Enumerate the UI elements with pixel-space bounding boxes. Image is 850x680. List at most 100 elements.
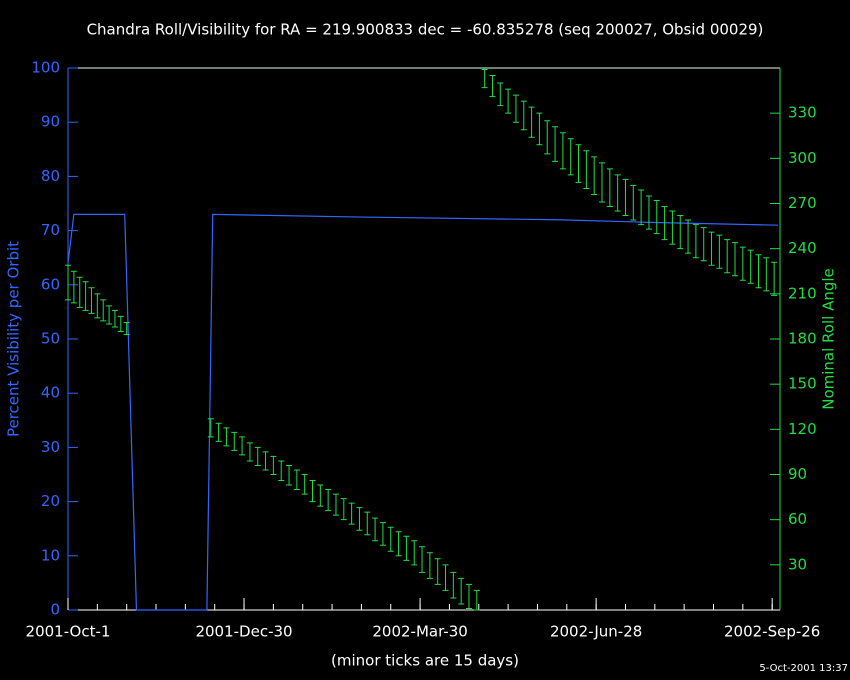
roll-range-bar (111, 309, 118, 328)
roll-range-bar (458, 577, 465, 605)
roll-range-bar (575, 144, 582, 183)
x-tick-label: 2001-Dec-30 (195, 623, 292, 641)
roll-range-bar (106, 305, 113, 325)
y2-tick-label: 270 (788, 194, 817, 212)
y2-tick-label: 180 (788, 330, 817, 348)
roll-range-bar (606, 168, 613, 208)
roll-range-bar (293, 469, 300, 491)
roll-range-bar (528, 106, 535, 138)
chart-title: Chandra Roll/Visibility for RA = 219.900… (87, 21, 764, 39)
roll-range-bar (317, 484, 324, 507)
roll-range-bar (724, 239, 731, 274)
roll-range-bar (364, 511, 371, 536)
roll-range-bar (473, 589, 480, 611)
roll-range-bar (552, 126, 559, 162)
roll-range-bar (677, 215, 684, 250)
y2-tick-label: 210 (788, 284, 817, 302)
roll-range-bar (207, 418, 214, 438)
y2-tick-label: 330 (788, 104, 817, 122)
roll-range-bar (505, 88, 512, 114)
roll-range-bar (591, 156, 598, 195)
roll-range-bar (117, 315, 124, 332)
roll-range-bar (489, 75, 496, 98)
roll-range-bar (325, 489, 332, 512)
roll-range-bar (94, 293, 101, 319)
roll-range-bar (653, 199, 660, 235)
y-tick-label: 20 (41, 492, 60, 510)
roll-range-bar (638, 189, 645, 226)
roll-range-bar (426, 552, 433, 579)
roll-range-bar (309, 480, 316, 503)
roll-range-bar (771, 261, 778, 296)
timestamp: 5-Oct-2001 13:37 (759, 663, 848, 674)
x-tick-label: 2002-Sep-26 (724, 623, 820, 641)
roll-range-bar (262, 451, 269, 471)
roll-range-bar (614, 174, 621, 212)
roll-range-bar (465, 583, 472, 609)
roll-range-bar (223, 427, 230, 447)
roll-range-bar (239, 436, 246, 456)
roll-range-bar (254, 446, 261, 466)
roll-range-bar (387, 526, 394, 552)
roll-range-bar (599, 162, 605, 203)
y-tick-label: 100 (31, 59, 60, 77)
y2-tick-label: 300 (788, 149, 817, 167)
roll-range-bar (270, 455, 277, 475)
roll-range-bar (512, 94, 519, 123)
x-tick-label: 2002-Mar-30 (372, 623, 467, 641)
roll-range-bar (583, 150, 590, 189)
roll-range-bar (497, 82, 504, 107)
y-tick-label: 30 (41, 438, 60, 456)
y-axis-label: Percent Visibility per Orbit (5, 241, 23, 437)
y-tick-label: 90 (41, 113, 60, 131)
y-tick-label: 40 (41, 384, 60, 402)
roll-range-bar (692, 224, 699, 259)
roll-range-bar (520, 100, 527, 131)
roll-range-bar (356, 507, 363, 531)
y-tick-label: 0 (50, 601, 60, 619)
roll-range-bar (544, 120, 551, 155)
roll-range-bar (630, 184, 637, 221)
y2-axis-label: Nominal Roll Angle (820, 268, 838, 410)
x-tick-label: 2002-Jun-28 (550, 623, 642, 641)
roll-range-bar (685, 219, 692, 254)
roll-range-bar (348, 502, 355, 525)
roll-range-bar (716, 234, 723, 269)
x-tick-label: 2001-Oct-1 (26, 623, 111, 641)
roll-range-bar (732, 242, 739, 277)
roll-range-bar (65, 264, 71, 301)
roll-range-bar (70, 270, 77, 304)
roll-range-bar (559, 132, 566, 170)
roll-range-bar (100, 299, 107, 322)
visibility-line (67, 213, 779, 611)
roll-range-bar (622, 178, 629, 217)
roll-range-bar (301, 474, 308, 495)
y2-tick-label: 60 (788, 510, 807, 528)
y-tick-label: 50 (41, 330, 60, 348)
roll-range-bar (442, 564, 449, 591)
roll-range-bar (123, 321, 130, 335)
y2-tick-label: 90 (788, 465, 807, 483)
roll-range-bar (231, 431, 238, 451)
roll-range-bar (450, 571, 457, 599)
roll-range-bar (536, 112, 543, 146)
roll-range-bar (739, 246, 746, 281)
x-axis-note: (minor ticks are 15 days) (331, 652, 519, 670)
y-tick-label: 70 (41, 221, 60, 239)
roll-range-bar (215, 422, 222, 442)
roll-range-bar (708, 231, 715, 266)
y-tick-label: 10 (41, 546, 60, 564)
roll-range-bar (372, 517, 379, 542)
roll-range-bar (82, 281, 89, 311)
y2-tick-label: 30 (788, 555, 807, 573)
roll-range-bar (286, 464, 293, 486)
roll-range-bar (76, 276, 83, 308)
y-tick-label: 80 (41, 167, 60, 185)
roll-range-bar (755, 254, 762, 289)
roll-range-bar (567, 138, 574, 176)
roll-range-bar (434, 558, 441, 585)
roll-range-bar (419, 546, 426, 573)
roll-range-bar (379, 522, 386, 546)
